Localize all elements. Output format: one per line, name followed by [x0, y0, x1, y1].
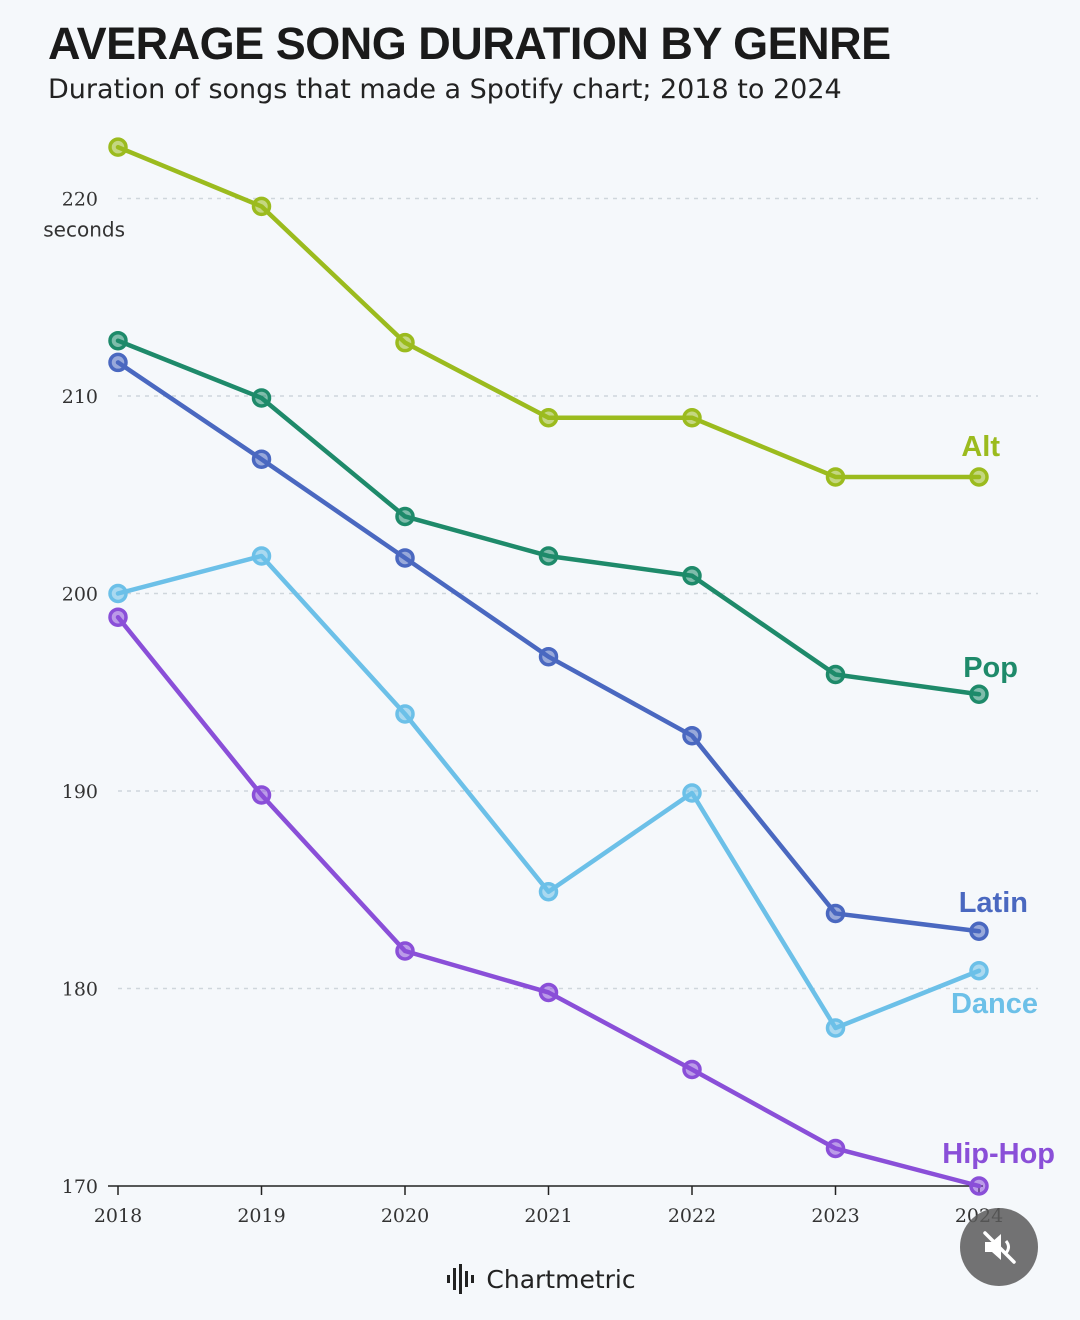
y-axis-ticks: 170 180 190 200 210 220 seconds: [43, 189, 125, 1199]
data-point-hip-hop: [825, 1138, 846, 1159]
footer-brand: Chartmetric: [0, 1262, 1080, 1296]
x-tick-label: 2018: [94, 1205, 142, 1227]
data-point-alt: [969, 467, 989, 487]
data-point-alt: [108, 137, 128, 157]
y-unit-label: seconds: [43, 218, 125, 242]
data-point-alt: [395, 332, 415, 353]
x-tick-label: 2023: [811, 1205, 859, 1227]
y-tick-label: 180: [62, 979, 98, 1001]
brand-name: Chartmetric: [486, 1264, 636, 1294]
gridlines: [118, 197, 1038, 990]
data-point-dance: [969, 960, 989, 981]
series-line-hip-hop: [115, 614, 982, 1189]
data-point-hip-hop: [538, 982, 559, 1003]
x-tick-label: 2021: [524, 1205, 572, 1227]
x-axis: 2018201920202021202220232024: [94, 1185, 1003, 1227]
data-point-pop: [108, 330, 128, 351]
data-point-pop: [538, 546, 559, 566]
data-point-dance: [825, 1018, 846, 1038]
data-point-dance: [682, 783, 702, 803]
data-point-latin: [538, 646, 559, 667]
y-tick-label: 210: [62, 386, 98, 408]
data-point-latin: [251, 449, 272, 469]
waveform-icon: [447, 1264, 475, 1294]
y-tick-label: 220: [62, 189, 98, 211]
series-line-pop: [115, 338, 982, 697]
data-point-pop: [969, 684, 989, 704]
mute-button[interactable]: [960, 1208, 1038, 1286]
data-point-dance: [538, 881, 559, 902]
data-point-pop: [682, 565, 702, 586]
data-point-hip-hop: [251, 785, 272, 805]
y-tick-label: 170: [62, 1176, 98, 1198]
series-line-dance: [115, 553, 982, 1031]
data-point-dance: [108, 583, 128, 604]
data-point-pop: [395, 506, 415, 527]
x-tick-label: 2020: [381, 1205, 429, 1227]
data-point-hip-hop: [108, 607, 128, 627]
data-point-hip-hop: [395, 941, 415, 961]
data-point-hip-hop: [969, 1176, 989, 1196]
data-point-pop: [251, 388, 272, 408]
series-label-latin: Latin: [959, 887, 1028, 919]
series-line-alt: [115, 144, 982, 480]
data-point-hip-hop: [682, 1059, 702, 1080]
muted-speaker-icon: [983, 1231, 1016, 1264]
data-point-latin: [108, 352, 128, 373]
data-point-latin: [969, 921, 989, 941]
data-point-alt: [538, 407, 559, 428]
series-points: [108, 137, 989, 1196]
data-point-latin: [825, 903, 846, 924]
series-lines: [115, 144, 982, 1189]
data-point-latin: [395, 548, 415, 568]
x-tick-label: 2022: [668, 1205, 716, 1227]
series-label-pop: Pop: [963, 652, 1018, 684]
data-point-alt: [825, 467, 846, 487]
data-point-dance: [395, 704, 415, 724]
data-point-dance: [251, 546, 272, 566]
chart-subtitle: Duration of songs that made a Spotify ch…: [48, 74, 842, 105]
series-label-dance: Dance: [951, 988, 1038, 1020]
data-point-alt: [682, 407, 702, 428]
data-point-alt: [251, 196, 272, 217]
series-labels: Alt Pop Latin Dance Hip-Hop: [942, 431, 1055, 1170]
x-tick-label: 2019: [237, 1205, 285, 1227]
data-point-latin: [682, 725, 702, 746]
y-tick-label: 200: [62, 584, 98, 606]
y-tick-label: 190: [62, 781, 98, 803]
series-label-alt: Alt: [961, 431, 1000, 463]
chart-title: AVERAGE SONG DURATION BY GENRE: [48, 18, 891, 69]
series-label-hip-hop: Hip-Hop: [942, 1138, 1055, 1170]
data-point-pop: [825, 664, 846, 685]
series-line-latin: [115, 360, 982, 934]
